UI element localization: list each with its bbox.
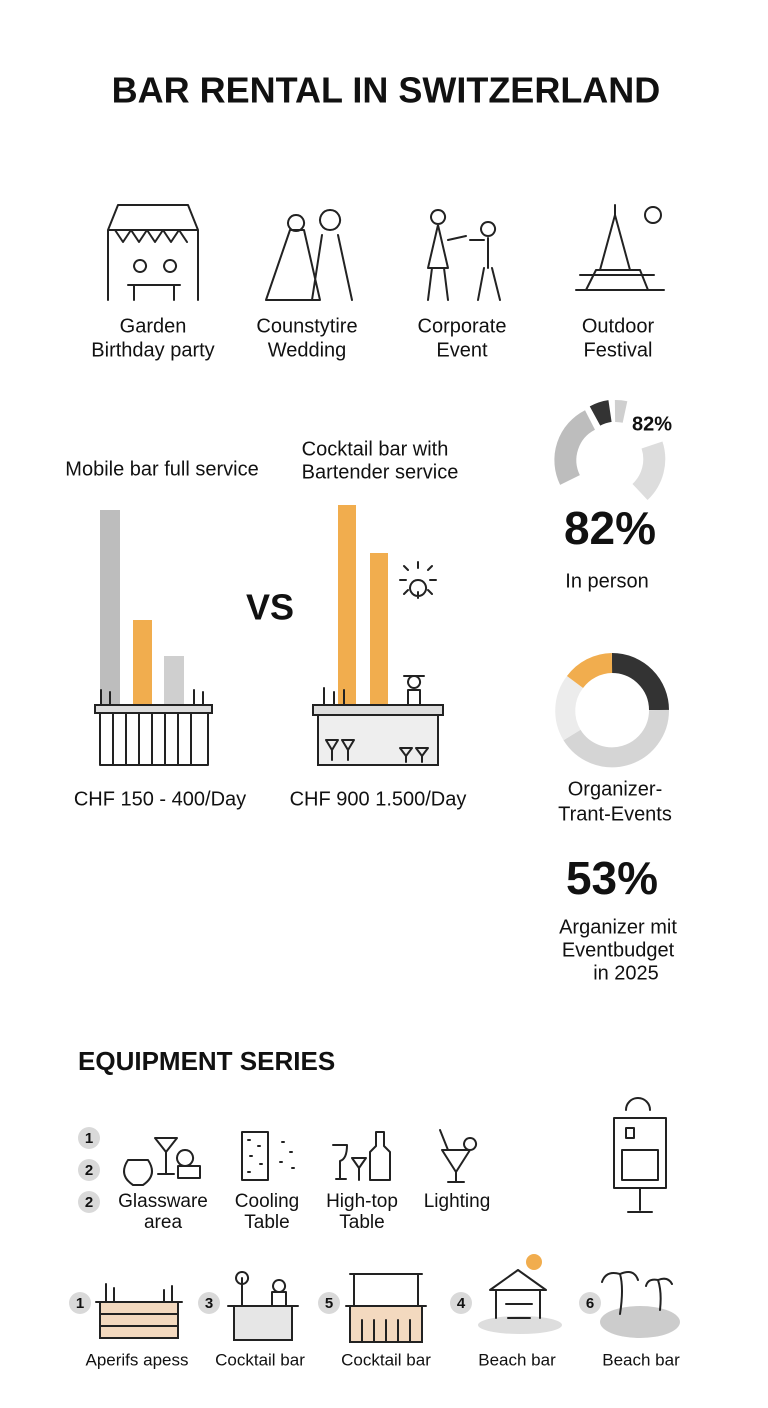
event-label: Garden bbox=[120, 315, 187, 337]
equipment-label: High-top bbox=[326, 1191, 398, 1212]
badge bbox=[318, 1292, 340, 1314]
bartender-icons bbox=[323, 561, 437, 763]
stat-caption: In person bbox=[565, 570, 648, 592]
counter bbox=[99, 689, 209, 766]
badge bbox=[579, 1292, 601, 1314]
bar-label: Aperifs apess bbox=[86, 1350, 189, 1369]
right-title: Cocktail bar with bbox=[302, 438, 449, 460]
badge bbox=[78, 1127, 100, 1149]
badge-number: 6 bbox=[586, 1295, 594, 1312]
stat-caption: Organizer- bbox=[568, 778, 662, 800]
badge bbox=[198, 1292, 220, 1314]
stat-caption: Eventbudget bbox=[562, 939, 675, 961]
badge-number: 2 bbox=[85, 1194, 93, 1211]
left-bar-illustration bbox=[94, 510, 213, 766]
event-label: Festival bbox=[584, 339, 653, 361]
stat-value: 53% bbox=[566, 852, 658, 904]
badge bbox=[450, 1292, 472, 1314]
right-bar-illustration bbox=[312, 505, 444, 766]
equipment-icons bbox=[123, 1097, 667, 1213]
badge bbox=[78, 1191, 100, 1213]
bar-shape bbox=[100, 510, 120, 705]
event-icons bbox=[107, 204, 665, 301]
bar-shape bbox=[133, 620, 152, 705]
badge-number: 4 bbox=[457, 1295, 466, 1312]
event-label: Birthday party bbox=[91, 339, 214, 361]
event-label: Counstytire bbox=[256, 315, 357, 337]
right-price: CHF 900 1.500/Day bbox=[290, 788, 467, 810]
equipment-label: area bbox=[144, 1212, 182, 1233]
bar-label: Beach bar bbox=[602, 1350, 680, 1369]
equipment-label: Table bbox=[244, 1212, 289, 1233]
badge-number: 5 bbox=[325, 1295, 333, 1312]
section-title: EQUIPMENT SERIES bbox=[78, 1046, 335, 1076]
event-label: Wedding bbox=[268, 339, 347, 361]
versus: VS bbox=[246, 587, 294, 628]
counter-top bbox=[312, 704, 444, 716]
bar-shape bbox=[338, 505, 356, 705]
bar-label: Cocktail bar bbox=[215, 1350, 305, 1369]
title: BAR RENTAL IN SWITZERLAND bbox=[112, 70, 661, 111]
badge bbox=[69, 1292, 91, 1314]
event-label: Corporate bbox=[418, 315, 507, 337]
stat-caption: Arganizer mit bbox=[559, 916, 677, 938]
equipment-label: Lighting bbox=[424, 1191, 491, 1212]
bar-label: Cocktail bar bbox=[341, 1350, 431, 1369]
bar-label: Beach bar bbox=[478, 1350, 556, 1369]
left-title: Mobile bar full service bbox=[65, 458, 258, 480]
left-price: CHF 150 - 400/Day bbox=[74, 788, 246, 810]
badge bbox=[78, 1159, 100, 1181]
donut-illustration bbox=[555, 653, 670, 768]
event-label: Event bbox=[436, 339, 488, 361]
bar-shape bbox=[370, 553, 388, 705]
badge-number: 1 bbox=[85, 1130, 93, 1147]
equipment-label: Table bbox=[339, 1212, 384, 1233]
badge-number: 1 bbox=[76, 1295, 84, 1312]
donut-illustration bbox=[554, 400, 666, 501]
badge-number: 2 bbox=[85, 1162, 93, 1179]
stat-caption: in 2025 bbox=[593, 962, 659, 984]
equipment-label: Cooling bbox=[235, 1191, 299, 1212]
stat-value: 82% bbox=[564, 502, 656, 554]
bar-shape bbox=[164, 656, 184, 705]
equipment-label: Glassware bbox=[118, 1191, 208, 1212]
counter-top bbox=[94, 704, 213, 714]
event-label: Outdoor bbox=[582, 315, 655, 337]
stat-caption: Trant-Events bbox=[558, 803, 672, 825]
donut-label: 82% bbox=[632, 413, 672, 435]
bar-type-icons bbox=[95, 1254, 680, 1343]
badge-number: 3 bbox=[205, 1295, 213, 1312]
right-title: Bartender service bbox=[302, 461, 459, 483]
